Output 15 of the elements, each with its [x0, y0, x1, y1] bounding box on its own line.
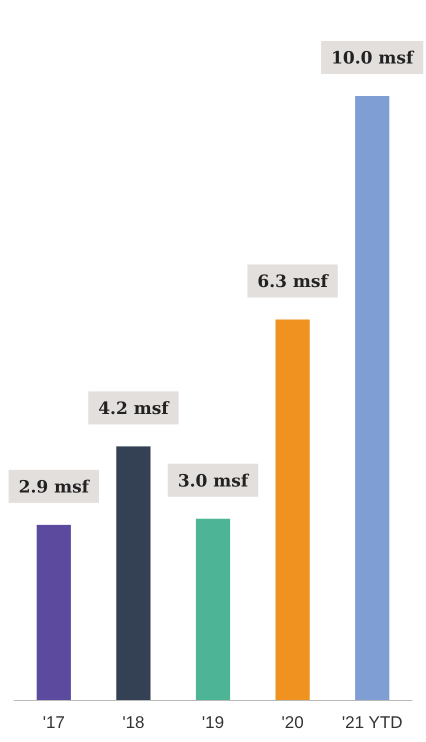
data-label: 3.0 msf: [178, 471, 250, 492]
x-tick-label: '17: [42, 713, 65, 732]
x-tick-label: '21 YTD: [342, 713, 402, 732]
bar: [355, 96, 390, 700]
data-label: 10.0 msf: [331, 48, 415, 68]
bar: [36, 524, 71, 700]
bar: [196, 518, 230, 700]
x-tick-label: '20: [282, 713, 304, 732]
x-tick-label: '18: [122, 713, 144, 732]
bar: [275, 319, 310, 700]
data-label: 2.9 msf: [18, 477, 91, 498]
data-label: 6.3 msf: [257, 272, 330, 292]
x-tick-label: '19: [202, 713, 224, 732]
data-label: 4.2 msf: [98, 398, 170, 419]
bar: [116, 446, 151, 700]
